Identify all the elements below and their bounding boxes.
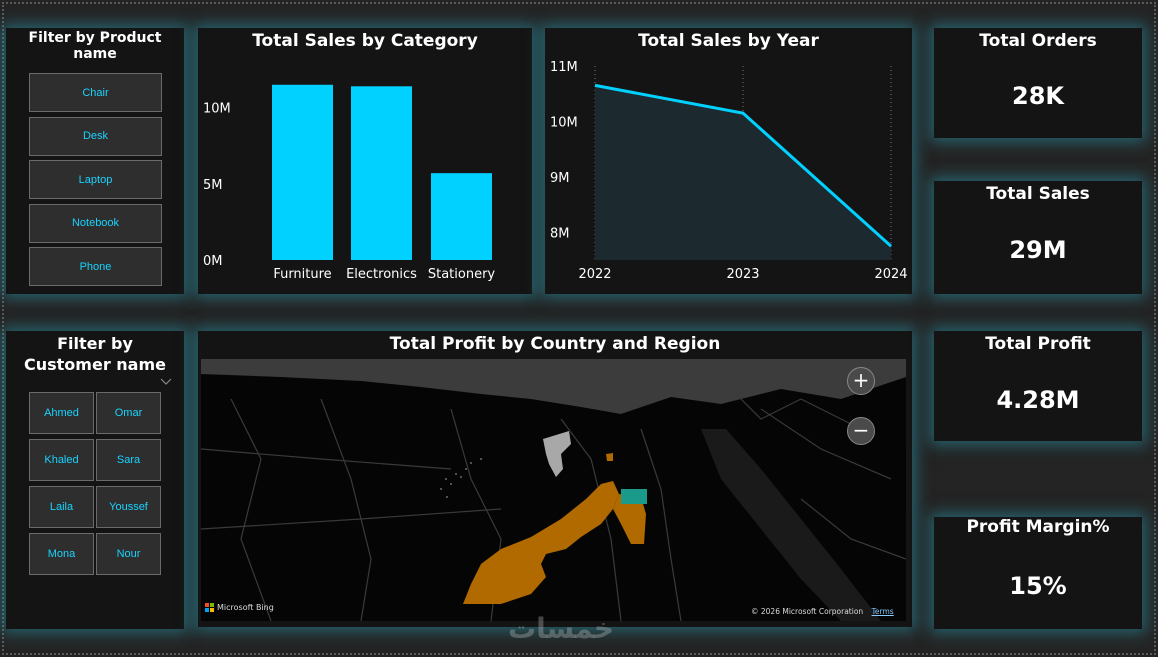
kpi-sales-value: 29M xyxy=(1009,236,1067,264)
kpi-profit-margin: Profit Margin% 15% xyxy=(934,517,1142,629)
bar-furniture[interactable] xyxy=(272,84,333,260)
customer-option-omar[interactable]: Omar xyxy=(96,392,161,434)
map-title: Total Profit by Country and Region xyxy=(389,334,721,354)
grey-region-shape xyxy=(543,431,571,477)
chevron-down-icon[interactable] xyxy=(160,371,172,385)
product-option-phone[interactable]: Phone xyxy=(29,247,162,286)
year-chart-title: Total Sales by Year xyxy=(638,31,819,51)
bar-category-label: Electronics xyxy=(346,267,417,282)
profit-map: Total Profit by Country and Region xyxy=(198,331,912,627)
category-bar-plot: 0M 5M 10M Furniture Electronics Stationery xyxy=(203,84,496,282)
kpi-total-orders: Total Orders 28K xyxy=(934,28,1142,138)
watermark-logo: خمسات xyxy=(508,612,615,645)
bar-ytick-label: 5M xyxy=(203,178,223,193)
line-ytick-label: 11M xyxy=(550,60,578,75)
kpi-orders-value: 28K xyxy=(1012,82,1064,110)
kpi-margin-value: 15% xyxy=(1009,572,1067,600)
customer-option-khaled[interactable]: Khaled xyxy=(29,439,94,481)
product-filter-title: Filter by Product name xyxy=(28,30,162,62)
zoom-in-button[interactable]: + xyxy=(847,367,875,395)
bing-brand-text: Microsoft Bing xyxy=(217,603,274,612)
bing-squares-icon xyxy=(205,603,214,612)
kpi-orders-label: Total Orders xyxy=(979,31,1097,51)
customer-option-mona[interactable]: Mona xyxy=(29,533,94,575)
customer-option-nour[interactable]: Nour xyxy=(96,533,161,575)
sales-line-series[interactable] xyxy=(594,83,893,248)
zoom-out-button[interactable]: − xyxy=(847,417,875,445)
customer-option-youssef[interactable]: Youssef xyxy=(96,486,161,528)
bar-category-label: Furniture xyxy=(273,267,331,282)
product-option-chair[interactable]: Chair xyxy=(29,73,162,112)
kpi-profit-label: Total Profit xyxy=(985,334,1091,354)
map-copyright-text: © 2026 Microsoft Corporation xyxy=(751,607,864,616)
category-sales-chart: Total Sales by Category 0M 5M 10M Furniture… xyxy=(198,28,532,294)
product-option-notebook[interactable]: Notebook xyxy=(29,203,162,243)
bar-stationery[interactable] xyxy=(431,173,492,260)
customer-filter-title: Filter by Customer name xyxy=(24,334,166,374)
bar-category-label: Stationery xyxy=(428,267,496,282)
year-line-plot: 8M 9M 10M 11M 2022 2023 2024 xyxy=(550,60,908,282)
line-ytick-label: 9M xyxy=(550,171,570,186)
desert-dots xyxy=(440,458,482,498)
year-sales-chart: Total Sales by Year 8M 9M 10M 11M 2022 2023 20… xyxy=(545,28,912,294)
product-option-desk[interactable]: Desk xyxy=(29,116,162,156)
kpi-margin-label: Profit Margin% xyxy=(966,517,1110,537)
category-chart-title: Total Sales by Category xyxy=(252,31,478,51)
red-sea-shape xyxy=(701,429,881,621)
bar-ytick-label: 0M xyxy=(203,254,223,269)
product-option-laptop[interactable]: Laptop xyxy=(29,160,162,199)
kpi-sales-label: Total Sales xyxy=(986,184,1090,204)
sales-area-fill xyxy=(595,85,891,261)
product-filter-slicer: Filter by Product name Chair Desk Laptop No… xyxy=(6,28,184,294)
customer-option-ahmed[interactable]: Ahmed xyxy=(29,392,94,434)
bar-electronics[interactable] xyxy=(351,86,412,261)
bar-ytick-label: 10M xyxy=(203,102,231,117)
region-shape-teal xyxy=(621,489,647,504)
map-svg xyxy=(201,359,906,621)
customer-option-sara[interactable]: Sara xyxy=(96,439,161,481)
region-shape-small xyxy=(606,453,613,461)
region-shape-east xyxy=(613,494,646,544)
line-ytick-label: 10M xyxy=(550,115,578,130)
region-shape-west xyxy=(463,481,619,604)
kpi-total-sales: Total Sales 29M xyxy=(934,181,1142,294)
line-xtick-label: 2024 xyxy=(874,267,907,282)
customer-option-laila[interactable]: Laila xyxy=(29,486,94,528)
line-xtick-label: 2022 xyxy=(578,267,611,282)
map-canvas[interactable]: + − Microsoft Bing © 2026 Microsoft Corp… xyxy=(201,359,906,621)
line-xtick-label: 2023 xyxy=(726,267,759,282)
chevron-down-icon-svg xyxy=(160,378,172,385)
sea-shape xyxy=(201,359,906,414)
map-borders xyxy=(201,378,906,621)
customer-filter-slicer: Filter by Customer name Ahmed Omar Khaled S… xyxy=(6,331,184,629)
kpi-profit-value: 4.28M xyxy=(996,386,1080,414)
line-ytick-label: 8M xyxy=(550,226,570,241)
map-terms-link[interactable]: Terms xyxy=(871,607,894,616)
map-copyright: © 2026 Microsoft Corporation Terms xyxy=(751,607,894,616)
bing-logo: Microsoft Bing xyxy=(205,603,274,612)
kpi-total-profit: Total Profit 4.28M xyxy=(934,331,1142,441)
